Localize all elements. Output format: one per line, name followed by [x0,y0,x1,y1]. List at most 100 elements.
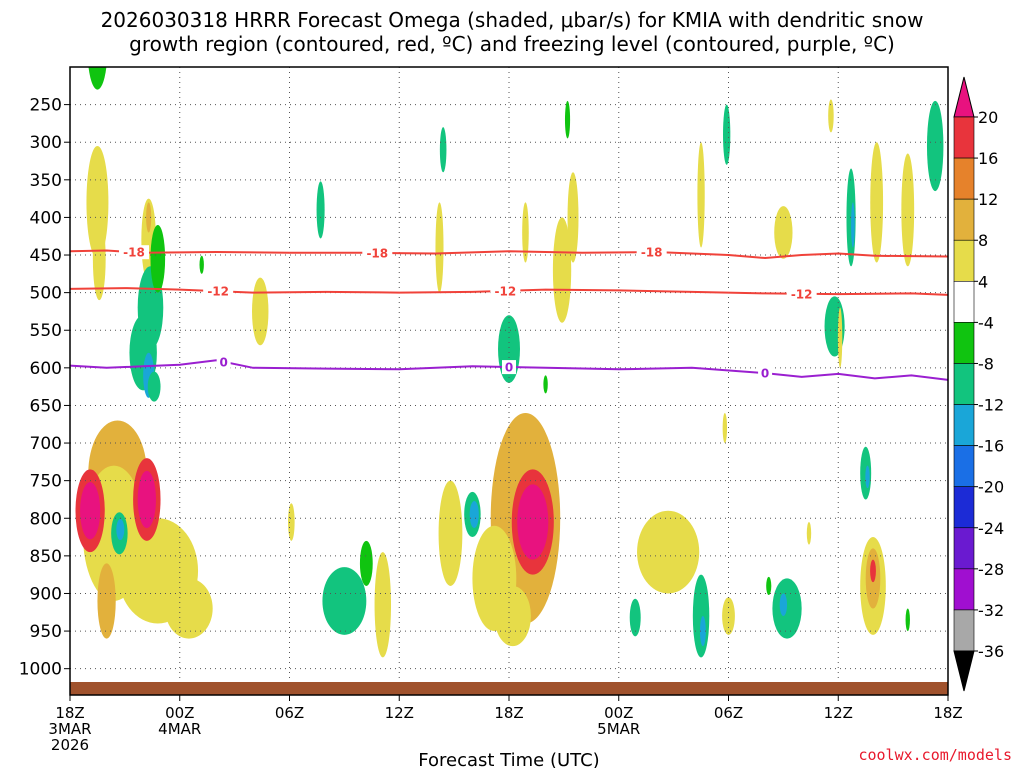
omega-blob [697,142,705,248]
omega-blob [316,181,325,239]
omega-blob [851,202,855,248]
colorbar-box [953,322,975,364]
omega-blob [116,519,125,541]
colorbar-box [953,486,975,529]
contour-label-bg [758,366,773,381]
y-tick-label: 500 [30,284,62,304]
omega-blob [828,99,834,133]
chart-title-line-1: 2026030318 HRRR Forecast Omega (shaded, … [101,8,924,32]
y-tick-label: 350 [30,171,62,191]
y-tick-label: 300 [30,133,62,153]
colorbar-label: 16 [978,149,998,168]
contour-label-bg [502,360,516,375]
colorbar-box [953,445,975,487]
contour-label-bg [203,284,234,299]
contour-label-bg [490,283,521,298]
contour-label: 0 [761,367,769,381]
temperature-contours: -18 -18 -18 -12 -12 -12 0 0 0 [69,245,949,381]
y-tick-label: 600 [30,359,62,379]
x-tick-label: 18Z [933,704,962,722]
omega-blob [865,465,870,489]
colorbar-box [953,157,975,200]
colorbar-label: -16 [978,437,1004,456]
omega-blob [137,470,156,529]
omega-blob [772,578,802,639]
colorbar-label: -4 [978,313,994,332]
colorbar: 20 16 12 8 4 -4 -8 -12 -16 -20 -24 -28 -32 -36 [953,76,1004,692]
omega-blob [374,552,392,658]
omega-blob [517,484,549,560]
omega-blob [779,593,788,617]
colorbar-label: 12 [978,190,998,209]
chart-title-line-2: growth region (contoured, red, ºC) and f… [129,32,895,56]
omega-blob [88,67,107,90]
y-tick-label: 550 [30,321,62,341]
contour-label: -18 [366,246,388,260]
omega-blob [637,510,700,594]
x-tick-label: 2026 [51,736,89,754]
colorbar-box [953,527,975,570]
omega-blob [774,206,793,259]
colorbar-label: -20 [978,478,1004,497]
omega-shading [75,67,944,658]
contour-label: 0 [505,361,513,375]
omega-blob [80,482,101,540]
omega-blob [438,480,463,586]
omega-blob [567,172,579,263]
omega-blob [146,202,152,233]
omega-blob [905,608,910,632]
omega-blob [926,100,944,192]
omega-blob [322,567,367,635]
contour-label-bg [362,245,393,260]
x-tick-label: 5MAR [597,720,640,738]
omega-blob [435,202,444,293]
colorbar-box [953,609,975,652]
colorbar-bottom-arrow [953,650,975,692]
contour-label-bg [786,286,817,301]
plot-area: -18 -18 -18 -12 -12 -12 0 0 0 [69,66,949,696]
x-tick-label: 18Z [494,704,523,722]
contour-label: -12 [207,285,229,299]
y-tick-label: 950 [30,622,62,642]
colorbar-box [953,281,975,323]
colorbar-label: -12 [978,396,1004,415]
y-tick-label: 650 [30,396,62,416]
colorbar-label: 4 [978,272,988,291]
omega-blob [199,255,204,274]
colorbar-box [953,404,975,446]
credit-link[interactable]: coolwx.com/models [858,746,1012,764]
omega-blob [870,559,876,583]
x-tick-label: 06Z [275,704,304,722]
omega-blob [150,224,166,293]
contour-label-bg [119,245,150,260]
omega-blob [722,412,728,444]
omega-blob [439,127,447,173]
contour-label-bg [216,354,231,369]
colorbar-box [953,363,975,405]
y-tick-label: 450 [30,246,62,266]
x-tick-label: 06Z [714,704,743,722]
y-tick-label: 1000 [19,660,62,680]
omega-blob [494,585,531,647]
omega-blob [837,307,843,368]
omega-blob [901,153,915,267]
colorbar-box [953,198,975,241]
contour-label: -18 [123,246,145,260]
x-tick-label: 00Z [604,704,633,722]
x-tick-label: 18Z [55,704,84,722]
x-tick-label: 4MAR [158,720,201,738]
y-axis-ticks: 250 300 350 400 450 500 550 600 650 700 750 800 850 9… [19,96,70,680]
colorbar-label: -28 [978,560,1004,579]
contour-label: 0 [219,355,227,369]
y-tick-label: 250 [30,96,62,116]
omega-blob [92,217,106,301]
colorbar-label: -8 [978,354,994,373]
colorbar-box [953,568,975,611]
contour-label: -12 [494,284,516,298]
colorbar-label: -32 [978,601,1004,620]
colorbar-label: -36 [978,642,1004,661]
omega-blob [552,217,572,323]
y-tick-label: 850 [30,547,62,567]
y-tick-label: 400 [30,208,62,228]
